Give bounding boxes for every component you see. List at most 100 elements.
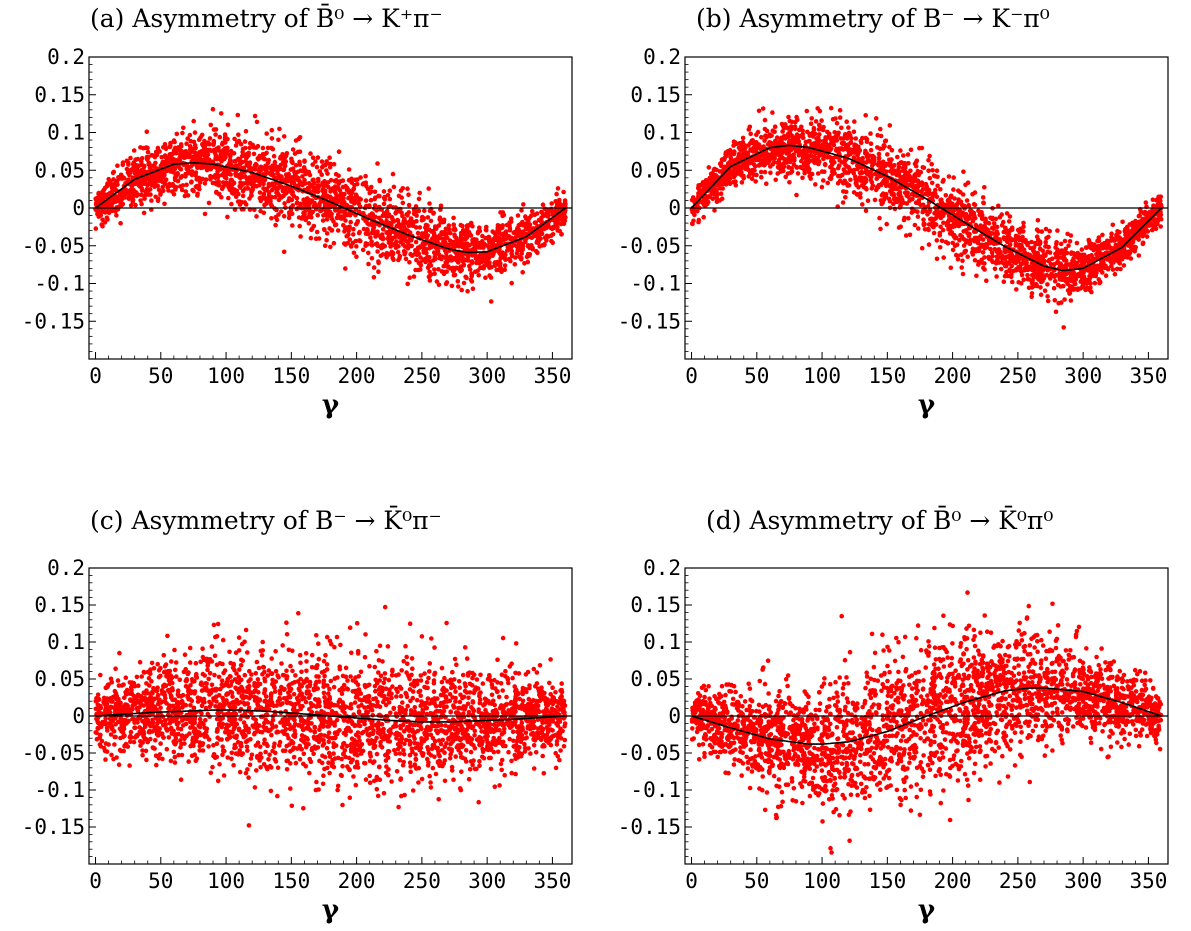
scatter-point [1083, 277, 1089, 283]
scatter-point [239, 182, 244, 188]
scatter-point [185, 136, 190, 141]
scatter-point [461, 262, 467, 268]
scatter-point [984, 278, 989, 284]
scatter-point [310, 155, 316, 160]
scatter-point [891, 201, 896, 207]
scatter-point [394, 231, 400, 237]
scatter-point [960, 210, 966, 216]
scatter-point [479, 241, 484, 246]
scatter-point [1104, 245, 1110, 251]
scatter-point [455, 279, 461, 284]
scatter-point [255, 156, 261, 161]
scatter-point [402, 244, 408, 249]
scatter-point [864, 139, 870, 144]
scatter-point [230, 186, 236, 192]
scatter-point [357, 229, 362, 235]
scatter-point [892, 163, 897, 168]
scatter-point [411, 274, 417, 279]
scatter-point [873, 187, 879, 193]
scatter-point [550, 210, 556, 216]
scatter-point [308, 235, 314, 241]
scatter-point [710, 170, 715, 176]
scatter-point [265, 145, 271, 151]
scatter-point [838, 136, 844, 141]
scatter-point [887, 184, 893, 189]
scatter-point [340, 184, 346, 190]
scatter-point [1006, 231, 1012, 237]
scatter-point [1039, 229, 1045, 234]
scatter-point [413, 239, 419, 245]
scatter-point [1038, 292, 1044, 298]
scatter-point [438, 219, 444, 225]
scatter-point [369, 243, 375, 248]
scatter-point [353, 238, 359, 244]
scatter-point [759, 174, 764, 180]
scatter-point [128, 155, 133, 161]
scatter-point [338, 179, 343, 184]
y-tick-label: -0.1 [34, 272, 85, 296]
scatter-point [876, 155, 882, 161]
scatter-point [211, 138, 217, 144]
scatter-point [231, 191, 236, 196]
scatter-point [477, 261, 482, 266]
scatter-point [219, 158, 224, 164]
scatter-point [425, 215, 431, 220]
scatter-point [96, 192, 102, 197]
scatter-point [274, 186, 279, 192]
scatter-point [437, 215, 443, 220]
scatter-point [272, 159, 278, 165]
scatter-point [436, 282, 442, 288]
scatter-point [221, 171, 226, 176]
scatter-point [192, 154, 197, 160]
scatter-point [328, 195, 334, 200]
scatter-point [129, 167, 135, 172]
scatter-point [457, 240, 463, 246]
scatter-point [509, 242, 514, 248]
scatter-point [1006, 219, 1012, 224]
x-axis-title: γ [322, 390, 340, 420]
scatter-point [990, 259, 995, 265]
scatter-point [105, 193, 111, 198]
scatter-point [937, 245, 943, 250]
scatter-point [1015, 227, 1021, 233]
scatter-point [306, 214, 311, 220]
scatter-point [254, 214, 259, 219]
scatter-point [508, 246, 513, 251]
scatter-point [273, 214, 279, 220]
scatter-point [147, 187, 153, 192]
scatter-point [189, 180, 194, 185]
scatter-point [319, 159, 325, 164]
scatter-point [749, 176, 755, 182]
scatter-point [956, 188, 961, 193]
scatter-point [178, 144, 184, 149]
scatter-point [334, 177, 339, 183]
scatter-point [426, 274, 432, 280]
scatter-point [223, 140, 228, 145]
scatter-point [227, 157, 233, 163]
scatter-point [263, 163, 268, 169]
scatter-point [193, 173, 198, 178]
scatter-point [760, 153, 766, 159]
scatter-point [336, 173, 341, 178]
scatter-point [315, 155, 321, 160]
scatter-point [488, 299, 494, 304]
scatter-point [846, 165, 851, 170]
scatter-point [1102, 265, 1107, 271]
scatter-point [354, 244, 359, 249]
scatter-point [994, 274, 999, 279]
scatter-point [260, 145, 266, 151]
scatter-point [758, 169, 764, 175]
scatter-point [752, 168, 757, 173]
scatter-point [1045, 298, 1051, 304]
scatter-point [441, 263, 447, 269]
scatter-point [352, 182, 357, 188]
scatter-point [738, 144, 743, 150]
scatter-point [485, 262, 490, 268]
scatter-point [302, 158, 307, 163]
scatter-point [303, 217, 309, 223]
scatter-point [1096, 235, 1102, 240]
scatter-point [289, 175, 294, 181]
scatter-point [297, 223, 303, 229]
scatter-point [714, 167, 719, 173]
scatter-point [320, 218, 326, 223]
